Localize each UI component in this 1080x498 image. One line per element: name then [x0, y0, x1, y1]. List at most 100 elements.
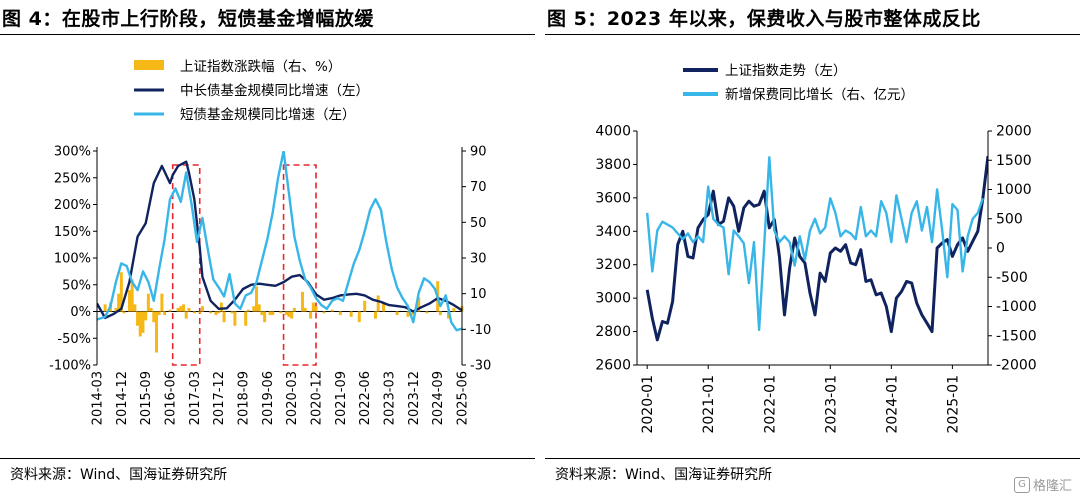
bar [309, 311, 313, 319]
bar [127, 290, 131, 312]
bar [322, 311, 326, 314]
y-left-tick-label: 4000 [595, 124, 631, 140]
bar [163, 311, 167, 316]
x-tick-label: 2025-01 [945, 375, 961, 434]
y-right-tick-label: 500 [996, 211, 1023, 227]
x-tick-label: 2020-03 [285, 371, 300, 425]
bar [209, 311, 213, 314]
bar [417, 297, 421, 312]
watermark-logo-icon: G [1013, 476, 1030, 493]
figure-4-source: 资料来源：Wind、国海证券研究所 [10, 467, 228, 483]
y-right-tick-label: 30 [470, 252, 487, 267]
bar [157, 311, 161, 316]
bar [103, 304, 107, 312]
x-tick-label: 2025-06 [456, 371, 471, 425]
bar [146, 293, 150, 312]
bar [244, 311, 248, 326]
bar [257, 304, 261, 312]
y-right-tick-label: -10 [470, 323, 491, 338]
bar [446, 311, 450, 319]
bar [268, 311, 272, 316]
y-left-tick-label: 50% [62, 278, 91, 293]
x-tick-label: 2017-12 [212, 371, 227, 425]
bar [263, 311, 267, 323]
bar [290, 311, 294, 319]
bar-series [103, 272, 464, 353]
y-right-tick-label: 0 [996, 241, 1005, 257]
bar [200, 306, 204, 312]
figure-4-title: 图 4：在股市上行阶段，短债基金增幅放缓 [2, 8, 374, 30]
bar [119, 272, 123, 312]
x-tick-label: 2023-01 [823, 375, 839, 434]
y-right-tick-label: -30 [470, 359, 491, 374]
highlight-box-2 [282, 164, 317, 366]
bar [198, 311, 202, 314]
y-left-tick-label: 0% [70, 305, 91, 320]
x-tick-label: 2024-01 [884, 375, 900, 434]
y-right-tick-label: 1000 [996, 182, 1032, 198]
y-left-tick-label: 2600 [595, 358, 631, 374]
bar [284, 311, 288, 316]
y-left-tick-label: 100% [54, 252, 91, 267]
bar [160, 293, 164, 312]
x-tick-label: 2021-01 [701, 375, 717, 434]
figure-5-source: 资料来源：Wind、国海证券研究所 [555, 467, 773, 483]
legend: 上证指数走势（左） 新增保费同比增长（右、亿元） [683, 63, 914, 103]
y-right-tick-label: 50 [470, 216, 487, 231]
bar [182, 304, 186, 312]
y-right-tick-label: -1000 [996, 299, 1037, 315]
figure-5-bottom-rule [545, 458, 1080, 459]
bar [219, 302, 223, 312]
y-right-tick-label: -1500 [996, 328, 1037, 344]
y-left-tick-label: 3200 [595, 257, 631, 273]
figure-5-title-rule [545, 34, 1080, 35]
bar [179, 306, 183, 312]
bar [168, 309, 172, 312]
bar [300, 291, 304, 312]
y-left-tick-label: 3000 [595, 291, 631, 307]
y-right-tick-label: -500 [996, 270, 1028, 286]
bar [382, 302, 386, 312]
y-left-tick-label: -50% [57, 332, 91, 347]
bar [214, 311, 218, 316]
bar [222, 311, 226, 323]
bar [246, 309, 250, 312]
x-tick-label: 2015-09 [139, 371, 154, 425]
bar [303, 307, 307, 312]
x-tick-label: 2020-01 [640, 375, 656, 434]
x-tick-label: 2021-09 [334, 371, 349, 425]
y-right-tick-label: 70 [470, 180, 487, 195]
bar [233, 311, 237, 326]
bar [271, 311, 275, 316]
bar [192, 311, 196, 314]
y-right-tick-label: 2000 [996, 124, 1032, 140]
series-line-medium-long-bond [97, 160, 462, 320]
figure-4-bottom-rule [0, 458, 535, 459]
y-left-tick-label: -100% [49, 359, 91, 374]
series-line-premium [646, 156, 985, 332]
legend-label: 中长债基金规模同比增速（左） [180, 82, 369, 99]
bar [136, 311, 140, 326]
bar [406, 311, 410, 317]
y-left-tick-label: 3600 [595, 190, 631, 206]
x-tick-label: 2023-03 [383, 371, 398, 425]
bar [149, 307, 153, 312]
bar [138, 311, 142, 337]
bar [287, 311, 291, 317]
bar [395, 311, 399, 316]
bar [425, 311, 429, 314]
legend-label: 新增保费同比增长（右、亿元） [725, 87, 914, 103]
y-left-tick-label: 300% [54, 145, 91, 160]
bar [330, 309, 334, 312]
y-right-tick-label: 90 [470, 145, 487, 160]
x-tick-label: 2017-03 [188, 371, 203, 425]
legend-label: 上证指数走势（左） [725, 63, 847, 79]
y-left-tick-label: 250% [54, 171, 91, 186]
bar [438, 311, 442, 316]
bar [338, 311, 342, 316]
figure-4-panel: 图 4：在股市上行阶段，短债基金增幅放缓 300% 250% 200% 150% 100… [0, 0, 535, 498]
bar [292, 307, 296, 312]
figure-5-panel: 图 5：2023 年以来，保费收入与股市整体成反比 4000 3800 3600 34… [545, 0, 1080, 498]
bar [260, 311, 264, 316]
bar [122, 311, 126, 314]
